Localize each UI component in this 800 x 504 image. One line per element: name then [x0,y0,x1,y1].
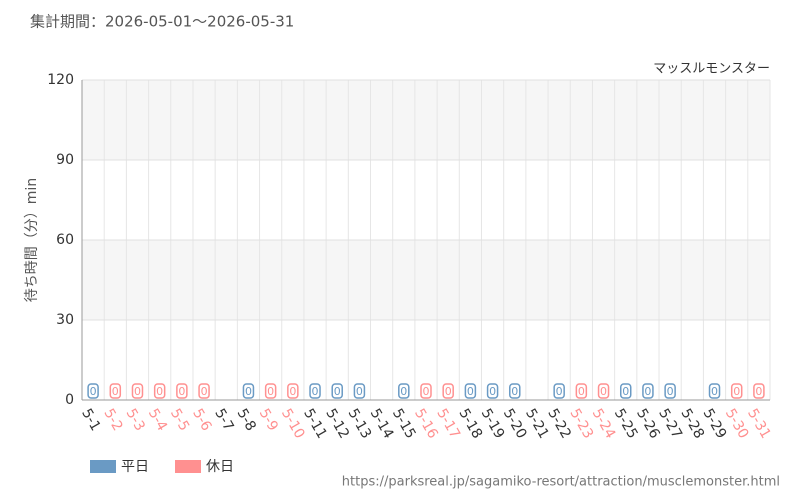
value-label-box [353,383,366,399]
value-label: 0 [245,385,252,398]
y-axis-label: 待ち時間（分）min [24,178,40,302]
value-label: 0 [201,385,208,398]
value-label-box [242,383,255,399]
value-label: 0 [156,385,163,398]
legend-label: 休日 [206,459,234,475]
value-label-box [619,383,632,399]
value-label-box [730,383,743,399]
value-label-box [109,383,122,399]
value-label-box [309,383,321,399]
x-tick-label: 5-2 [100,406,125,434]
value-label-box [153,383,166,399]
value-label: 0 [112,385,119,398]
value-label: 0 [489,385,496,398]
value-label: 0 [312,385,319,398]
plot-band [82,80,770,160]
value-label-box [509,383,521,399]
value-label: 0 [556,385,563,398]
value-label: 0 [289,385,296,398]
value-label-box [664,383,676,399]
value-label-box [87,383,99,399]
value-label-box [176,383,188,399]
value-label-box [575,383,588,399]
value-label: 0 [134,385,141,398]
value-label-box [420,383,432,399]
value-label: 0 [600,385,607,398]
legend-swatch [90,460,116,473]
value-label: 0 [711,385,718,398]
value-label: 0 [511,385,518,398]
value-label: 0 [267,385,274,398]
value-label: 0 [445,385,452,398]
value-label: 0 [578,385,585,398]
x-tick-label: 5-8 [234,406,259,434]
value-label-box [442,383,454,399]
x-tick-label: 5-1 [78,406,103,434]
x-tick-label: 5-6 [189,406,214,434]
x-tick-label: 5-5 [167,406,192,434]
value-label-box [708,383,721,399]
value-label-box [287,383,299,399]
value-label: 0 [755,385,762,398]
value-label-box [753,383,765,399]
value-label-box [464,383,477,399]
value-label: 0 [622,385,629,398]
x-tick-label: 5-7 [211,406,236,434]
plot-band [82,240,770,320]
value-label: 0 [467,385,474,398]
x-tick-label: 5-9 [256,406,281,434]
value-label: 0 [423,385,430,398]
value-label: 0 [90,385,97,398]
value-label-box [264,383,277,399]
value-label-box [398,383,410,399]
annotation: マッスルモンスター [653,62,770,77]
value-label-box [597,383,610,399]
y-tick-label: 0 [65,392,74,408]
value-label-box [198,383,210,399]
value-label: 0 [644,385,651,398]
chart-title: 集計期間：2026-05-01～2026-05-31 [30,13,294,31]
y-tick-label: 30 [56,312,74,328]
x-tick-label: 5-4 [145,406,170,434]
value-label: 0 [733,385,740,398]
y-tick-label: 120 [47,72,74,88]
y-tick-label: 60 [56,232,74,248]
value-label-box [553,383,565,399]
x-tick-label: 5-31 [744,406,774,442]
value-label-box [131,383,144,399]
value-label: 0 [356,385,363,398]
source-url: https://parksreal.jp/sagamiko-resort/att… [342,475,780,490]
value-label-box [331,383,343,399]
legend-label: 平日 [121,459,149,475]
value-label: 0 [178,385,185,398]
legend-swatch [175,460,201,473]
y-tick-label: 90 [56,152,74,168]
x-tick-label: 5-3 [123,406,148,434]
value-label: 0 [667,385,674,398]
value-label-box [486,383,499,399]
value-label: 0 [334,385,341,398]
value-label-box [642,383,654,399]
value-label: 0 [400,385,407,398]
